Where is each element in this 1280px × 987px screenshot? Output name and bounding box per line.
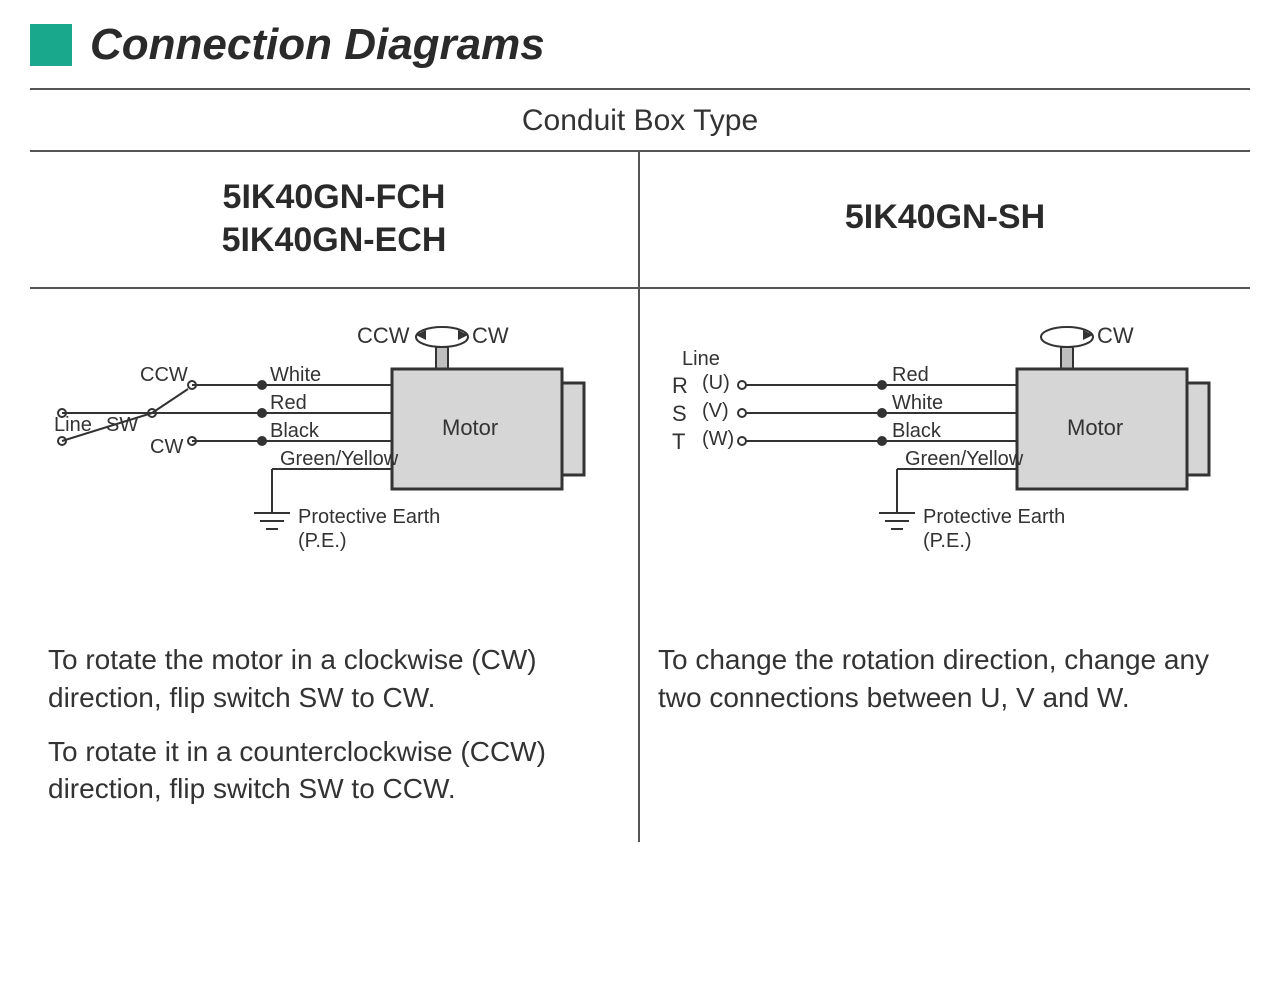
model-label: 5IK40GN-ECH: [40, 219, 628, 262]
pe-label: Protective Earth: [923, 506, 1065, 528]
model-label: 5IK40GN-SH: [650, 196, 1240, 239]
left-notes: To rotate the motor in a clockwise (CW) …: [30, 633, 638, 842]
right-model-header: 5IK40GN-SH: [640, 152, 1250, 289]
phase-paren: (W): [702, 428, 734, 450]
page-title: Connection Diagrams: [90, 20, 545, 70]
right-diagram-svg: CW Motor Line R (U): [652, 313, 1242, 623]
cw-label: CW: [472, 323, 509, 348]
note-text: To rotate it in a counterclockwise (CCW)…: [48, 733, 620, 809]
left-wiring-diagram: CCW CW Motor White: [30, 289, 638, 633]
wire-label: White: [892, 392, 943, 414]
wire-label: Green/Yellow: [280, 448, 399, 470]
phase-paren: (V): [702, 400, 729, 422]
left-diagram-svg: CCW CW Motor White: [42, 313, 632, 623]
table-subheader: Conduit Box Type: [30, 90, 1250, 152]
wire-label: Green/Yellow: [905, 448, 1024, 470]
pe-label-2: (P.E.): [923, 530, 972, 552]
line-label: Line: [682, 348, 720, 370]
wire-label: White: [270, 364, 321, 386]
model-header-row: 5IK40GN-FCH 5IK40GN-ECH 5IK40GN-SH: [30, 152, 1250, 289]
cw-label: CW: [1097, 323, 1134, 348]
phase-paren: (U): [702, 372, 730, 394]
phase-letter: S: [672, 401, 687, 426]
wire-label: Black: [270, 420, 320, 442]
wire-label: Black: [892, 420, 942, 442]
wire-label: Red: [270, 392, 307, 414]
motor-label: Motor: [1067, 415, 1123, 440]
diagram-table: Conduit Box Type 5IK40GN-FCH 5IK40GN-ECH…: [30, 88, 1250, 842]
header-square-icon: [30, 24, 72, 66]
left-model-header: 5IK40GN-FCH 5IK40GN-ECH: [30, 152, 638, 289]
diagram-row: CCW CW Motor White: [30, 289, 1250, 842]
sw-ccw-label: CCW: [140, 364, 188, 386]
motor-label: Motor: [442, 415, 498, 440]
note-text: To rotate the motor in a clockwise (CW) …: [48, 641, 620, 717]
line-label: Line: [54, 414, 92, 436]
pe-label-2: (P.E.): [298, 530, 347, 552]
pe-label: Protective Earth: [298, 506, 440, 528]
phase-letter: R: [672, 373, 688, 398]
sw-label: SW: [106, 414, 138, 436]
phase-letter: T: [672, 429, 685, 454]
note-text: To change the rotation direction, change…: [658, 641, 1232, 717]
sw-cw-label: CW: [150, 436, 183, 458]
wire-label: Red: [892, 364, 929, 386]
page-header: Connection Diagrams: [30, 20, 1250, 70]
right-notes: To change the rotation direction, change…: [640, 633, 1250, 751]
right-wiring-diagram: CW Motor Line R (U): [640, 289, 1250, 633]
model-label: 5IK40GN-FCH: [40, 176, 628, 219]
ccw-label: CCW: [357, 323, 410, 348]
